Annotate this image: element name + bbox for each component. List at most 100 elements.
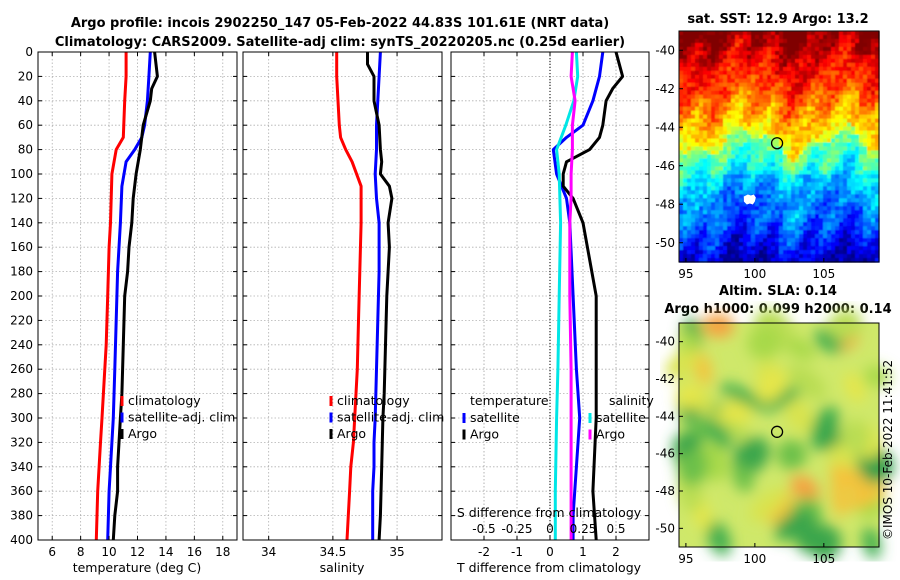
sst-cell — [779, 142, 784, 148]
sst-cell — [735, 54, 740, 60]
sst-cell — [803, 234, 808, 239]
sst-cell — [859, 54, 864, 60]
sst-cell — [843, 122, 848, 128]
sst-cell — [783, 122, 788, 128]
sst-cell — [743, 146, 748, 152]
sst-cell — [747, 254, 752, 259]
sst-cell — [735, 142, 740, 148]
sst-cell — [679, 74, 684, 80]
sst-cell — [767, 178, 772, 183]
sst-cell — [731, 31, 736, 36]
sst-cell — [835, 78, 840, 84]
sst-cell — [835, 186, 840, 191]
sst-cell — [783, 142, 788, 148]
sst-cell — [687, 230, 692, 235]
sst-cell — [803, 118, 808, 124]
sst-cell — [691, 170, 696, 175]
sst-cell — [719, 50, 724, 56]
sst-cell — [823, 62, 828, 68]
sst-cell — [871, 182, 876, 187]
sst-cell — [699, 210, 704, 215]
sst-cell — [691, 134, 696, 140]
sst-cell — [767, 206, 772, 211]
sst-cell — [695, 246, 700, 251]
sst-cell — [679, 254, 684, 259]
sst-cell — [787, 210, 792, 215]
sst-cell — [807, 134, 812, 140]
sst-cell — [855, 250, 860, 255]
sst-cell — [791, 226, 796, 231]
sst-cell — [775, 214, 780, 219]
sst-cell — [755, 98, 760, 104]
sst-cell — [707, 234, 712, 239]
sst-cell — [863, 170, 868, 175]
sst-cell — [779, 190, 784, 195]
sst-cell — [703, 54, 708, 60]
sst-cell — [803, 70, 808, 76]
sst-cell — [811, 162, 816, 168]
sst-cell — [839, 230, 844, 235]
sst-cell — [827, 82, 832, 88]
sst-cell — [847, 31, 852, 36]
sst-cell — [795, 98, 800, 104]
sst-cell — [775, 98, 780, 104]
sst-cell — [843, 54, 848, 60]
sst-cell — [691, 122, 696, 128]
sst-cell — [767, 118, 772, 124]
sst-cell — [691, 166, 696, 171]
sst-cell — [863, 34, 868, 40]
sst-cell — [851, 218, 856, 223]
sst-cell — [683, 222, 688, 227]
sst-cell — [835, 118, 840, 124]
sst-cell — [863, 106, 868, 112]
sst-cell — [819, 86, 824, 92]
sst-cell — [695, 158, 700, 164]
sst-cell — [795, 206, 800, 211]
sst-cell — [707, 82, 712, 88]
sst-cell — [831, 218, 836, 223]
sst-cell — [795, 254, 800, 259]
sst-cell — [819, 170, 824, 175]
sst-cell — [775, 118, 780, 124]
sst-cell — [847, 118, 852, 124]
sst-cell — [811, 246, 816, 251]
sst-cell — [807, 66, 812, 72]
sst-cell — [747, 42, 752, 48]
sst-cell — [811, 90, 816, 96]
sst-cell — [867, 98, 872, 104]
sst-cell — [715, 254, 720, 259]
sst-cell — [799, 190, 804, 195]
sst-cell — [799, 198, 804, 203]
sst-cell — [823, 82, 828, 88]
sst-cell — [787, 122, 792, 128]
sst-cell — [751, 142, 756, 148]
sst-cell — [715, 186, 720, 191]
sst-cell — [815, 31, 820, 36]
sst-cell — [839, 74, 844, 80]
sst-cell — [795, 86, 800, 92]
sst-cell — [787, 214, 792, 219]
sst-cell — [707, 242, 712, 247]
sst-cell — [871, 174, 876, 179]
sst-cell — [759, 230, 764, 235]
sst-cell — [827, 198, 832, 203]
sst-cell — [807, 102, 812, 108]
sst-cell — [695, 238, 700, 243]
sst-cell — [783, 82, 788, 88]
sst-cell — [875, 226, 880, 231]
sst-cell — [747, 58, 752, 64]
sst-cell — [679, 126, 684, 132]
sst-cell — [863, 82, 868, 88]
sst-cell — [699, 222, 704, 227]
sst-cell — [771, 226, 776, 231]
sst-cell — [755, 126, 760, 132]
sst-cell — [767, 102, 772, 108]
sst-cell — [795, 66, 800, 72]
sst-cell — [835, 238, 840, 243]
sst-cell — [875, 230, 880, 235]
sst-cell — [735, 202, 740, 207]
sst-cell — [811, 190, 816, 195]
sst-cell — [863, 62, 868, 68]
sst-cell — [799, 86, 804, 92]
sst-cell — [827, 118, 832, 124]
